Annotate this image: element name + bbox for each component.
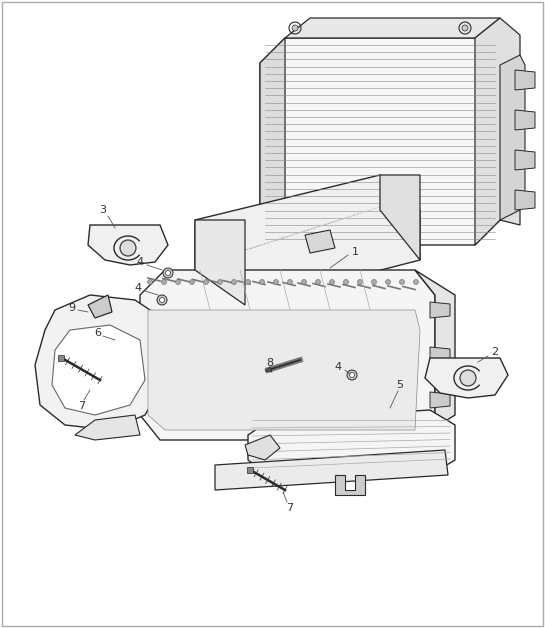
Polygon shape <box>75 415 140 440</box>
Circle shape <box>347 370 357 380</box>
Polygon shape <box>140 270 435 440</box>
Polygon shape <box>380 175 420 260</box>
Text: 8: 8 <box>267 358 274 368</box>
Circle shape <box>163 268 173 278</box>
Text: 4: 4 <box>135 283 142 293</box>
Polygon shape <box>515 150 535 170</box>
Polygon shape <box>245 435 280 460</box>
Text: 7: 7 <box>287 503 294 513</box>
Polygon shape <box>515 70 535 90</box>
Polygon shape <box>88 295 112 318</box>
Circle shape <box>316 279 320 284</box>
Polygon shape <box>52 325 145 415</box>
Polygon shape <box>265 367 272 372</box>
Text: 1: 1 <box>352 247 359 257</box>
Polygon shape <box>260 38 285 245</box>
Polygon shape <box>500 55 525 220</box>
Polygon shape <box>475 18 520 245</box>
Text: 2: 2 <box>492 347 499 357</box>
Polygon shape <box>430 347 450 363</box>
Text: 9: 9 <box>69 303 76 313</box>
Polygon shape <box>515 190 535 210</box>
Circle shape <box>349 372 354 377</box>
Text: 3: 3 <box>100 205 106 215</box>
Polygon shape <box>35 295 165 430</box>
Circle shape <box>245 279 251 284</box>
Polygon shape <box>285 18 500 38</box>
Circle shape <box>301 279 306 284</box>
Polygon shape <box>215 450 448 490</box>
Circle shape <box>259 279 264 284</box>
Circle shape <box>157 295 167 305</box>
Polygon shape <box>430 392 450 408</box>
Circle shape <box>120 240 136 256</box>
Text: 7: 7 <box>78 401 86 411</box>
Circle shape <box>160 298 165 303</box>
Polygon shape <box>415 270 455 440</box>
Circle shape <box>288 279 293 284</box>
Circle shape <box>385 279 391 284</box>
Circle shape <box>462 25 468 31</box>
Circle shape <box>358 279 362 284</box>
Text: 4: 4 <box>136 257 143 267</box>
Polygon shape <box>305 230 335 253</box>
Circle shape <box>372 279 377 284</box>
Polygon shape <box>195 175 420 305</box>
Circle shape <box>166 271 171 276</box>
Text: 6: 6 <box>94 328 101 338</box>
Polygon shape <box>88 225 168 265</box>
Circle shape <box>217 279 222 284</box>
Polygon shape <box>430 302 450 318</box>
Circle shape <box>399 279 404 284</box>
Circle shape <box>343 279 348 284</box>
Circle shape <box>190 279 195 284</box>
Circle shape <box>232 279 237 284</box>
Polygon shape <box>260 38 500 245</box>
Polygon shape <box>515 110 535 130</box>
Text: 5: 5 <box>397 380 403 390</box>
Circle shape <box>203 279 209 284</box>
Polygon shape <box>335 475 365 495</box>
Circle shape <box>148 279 153 284</box>
Circle shape <box>460 370 476 386</box>
Circle shape <box>175 279 180 284</box>
Polygon shape <box>425 358 508 398</box>
Text: 4: 4 <box>335 362 342 372</box>
Polygon shape <box>148 310 420 430</box>
Circle shape <box>330 279 335 284</box>
Circle shape <box>274 279 278 284</box>
Polygon shape <box>195 220 245 305</box>
Circle shape <box>414 279 419 284</box>
Polygon shape <box>248 410 455 475</box>
Circle shape <box>292 25 298 31</box>
Circle shape <box>161 279 167 284</box>
